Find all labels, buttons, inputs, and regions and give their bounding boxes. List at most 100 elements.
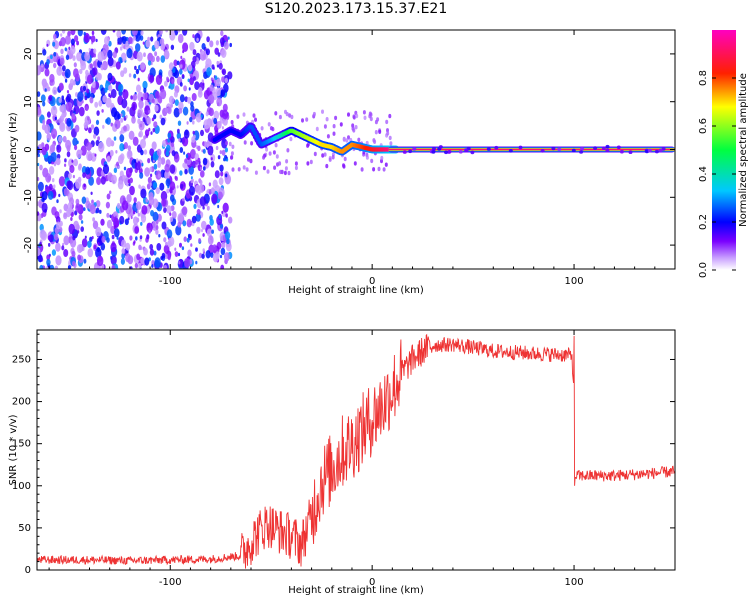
spectrogram-cell [187,249,192,257]
spectrogram-cell [225,173,228,178]
spectrogram-cell [140,149,144,156]
spectrogram-cell [355,113,359,119]
spectrogram-cell [58,118,62,124]
spectrogram-cell [116,30,122,39]
spectrogram-cell [365,155,369,160]
snr-line [37,333,675,569]
spectrogram-cell [89,63,94,69]
spectrogram-cell [186,218,192,228]
spectrogram-cell [108,93,111,98]
spectrogram-cell [207,145,214,156]
spectrogram-cell [136,84,141,93]
snr-x-tick-label: 100 [565,577,584,588]
spectrogram-cell [50,151,57,162]
spectrogram-cell [177,252,181,257]
spectrogram-cell [84,95,88,101]
spectrogram-cell [156,243,162,251]
spectrogram-cell [198,238,202,243]
spectrogram-cell [63,235,70,246]
snr-x-axis-label: Height of straight line (km) [288,585,424,596]
spectrogram-cell [74,124,80,133]
spectrogram-cell [199,166,202,171]
spectrogram-cell [93,126,100,136]
spectrogram-cell [220,247,226,256]
spectrogram-cell [115,80,118,85]
spectrogram-cell [242,112,246,117]
spectrogram-cell [168,62,174,71]
spectrogram-cell [230,120,234,125]
spectrogram-cell [133,240,136,244]
spectrogram-cell [198,87,203,94]
spectrogram-cell [90,124,95,130]
ridge-blip [470,150,475,155]
spectrogram-cell [139,172,144,179]
spectrogram-cell [77,91,84,102]
colorbar-label: Normalized spectral amplitude [738,73,749,227]
ridge-blip [464,148,469,153]
spectrogram-cell [205,111,209,117]
spectrogram-cell [123,125,127,132]
ridge-blip [628,150,633,154]
spectrogram-cell [153,98,159,106]
spectrogram-cell [101,109,104,113]
spectrogram-cell [160,89,167,100]
spectrogram-cell [221,149,226,156]
spectrogram-cell [182,106,189,116]
spectrogram-cell [138,132,142,138]
spectrogram-cell [218,177,224,186]
spectrogram-cell [332,131,336,136]
spectrogram-cell [46,258,51,266]
spectrogram-cell [357,137,361,142]
spectrogram-cell [215,87,222,97]
spectrogram-cell [184,168,188,175]
spectrogram-cell [56,221,61,230]
spectrogram-cell [183,236,187,242]
spectrogram-cell [179,68,183,75]
spectrogram-cell [162,44,165,49]
spectrogram-cell [170,44,175,50]
spectrogram-cell [206,67,212,77]
spectrogram-cell [79,68,83,75]
spectrogram-cell [127,150,133,158]
spectrogram-cell [213,117,218,125]
spectrogram-cell [72,55,76,61]
spectrogram-cell [74,35,79,42]
spectrogram-cell [44,68,50,77]
spectrogram-cell [49,144,56,153]
spectrogram-cell [123,142,128,149]
spectrogram-cell [176,60,180,66]
spectrogram-cell [190,105,195,112]
spectrogram-cell [136,201,142,211]
spectrogram-cell [170,205,175,212]
ridge-blip [647,148,652,153]
spectrogram-x-tick-label: -100 [159,276,182,287]
spectrogram-cell [55,255,62,266]
spectrogram-cell [164,163,170,173]
ridge-blip [579,150,584,154]
spectrogram-cell [62,135,67,143]
spectrogram-cell [55,216,61,224]
spectrogram-cell [117,165,121,169]
spectrogram-cell [179,147,184,153]
spectrogram-cell [262,155,266,160]
spectrogram-cell [216,120,222,129]
spectrogram-cell [46,43,49,47]
spectrogram-cell [268,151,272,156]
spectrogram-cell [210,252,214,258]
spectrogram-cell [58,97,62,104]
spectrogram-cell [37,177,40,181]
spectrogram-cell [83,31,86,36]
spectrogram-cell [214,75,218,80]
spectrogram-cell [141,162,144,167]
spectrogram-cell [115,61,121,70]
spectrogram-cell [201,229,203,233]
spectrogram-cell [127,145,132,151]
spectrogram-cell [96,110,100,116]
spectrogram-cell [175,225,182,236]
spectrogram-cell [150,210,155,217]
spectrogram-cell [165,241,168,246]
spectrogram-cell [192,130,195,135]
spectrogram-cell [179,64,183,69]
spectrogram-cell [121,36,127,44]
spectrogram-cell [37,247,41,257]
